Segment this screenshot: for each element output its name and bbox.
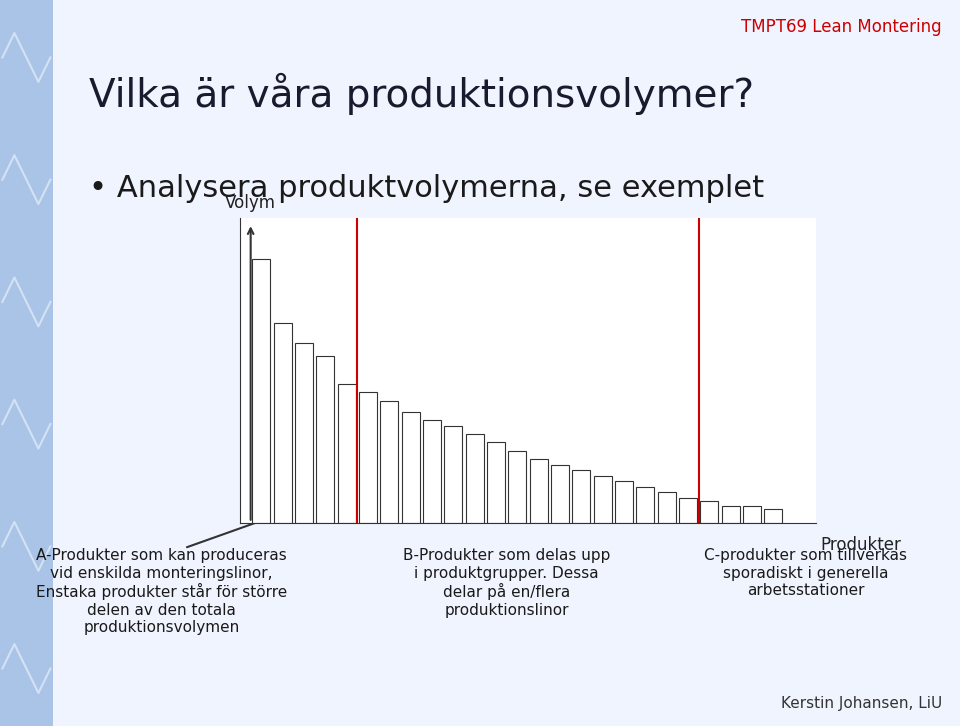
Bar [508,451,526,523]
Text: Produkter: Produkter [820,536,901,554]
Bar [401,412,420,523]
Bar [615,481,633,523]
Bar [743,506,761,523]
Bar [572,470,590,523]
Bar [295,343,313,523]
Bar [338,384,356,523]
Text: • Analysera produktvolymerna, se exemplet: • Analysera produktvolymerna, se exemple… [89,174,764,203]
Text: A-Produkter som kan produceras
vid enskilda monteringslinor,
Enstaka produkter s: A-Produkter som kan produceras vid enski… [36,548,287,635]
Bar [551,465,569,523]
Text: C-produkter som tillverkas
sporadiskt i generella
arbetsstationer: C-produkter som tillverkas sporadiskt i … [705,548,907,598]
Bar [722,506,740,523]
Text: B-Produkter som delas upp
i produktgrupper. Dessa
delar på en/flera
produktionsl: B-Produkter som delas upp i produktgrupp… [402,548,611,618]
Bar [658,492,676,523]
Bar [252,259,271,523]
Bar [444,425,463,523]
Bar [679,498,697,523]
Bar [380,401,398,523]
Bar [636,486,655,523]
Bar [466,434,484,523]
Bar [700,500,718,523]
Bar [487,442,505,523]
Bar [359,393,377,523]
Bar [274,323,292,523]
Text: Volym: Volym [226,195,276,212]
Bar [764,509,782,523]
Bar [593,476,612,523]
Text: Kerstin Johansen, LiU: Kerstin Johansen, LiU [780,696,942,711]
Bar [423,420,441,523]
Text: Vilka är våra produktionsvolymer?: Vilka är våra produktionsvolymer? [89,73,755,115]
Bar [530,459,548,523]
Text: TMPT69 Lean Montering: TMPT69 Lean Montering [741,18,942,36]
Bar [316,356,334,523]
